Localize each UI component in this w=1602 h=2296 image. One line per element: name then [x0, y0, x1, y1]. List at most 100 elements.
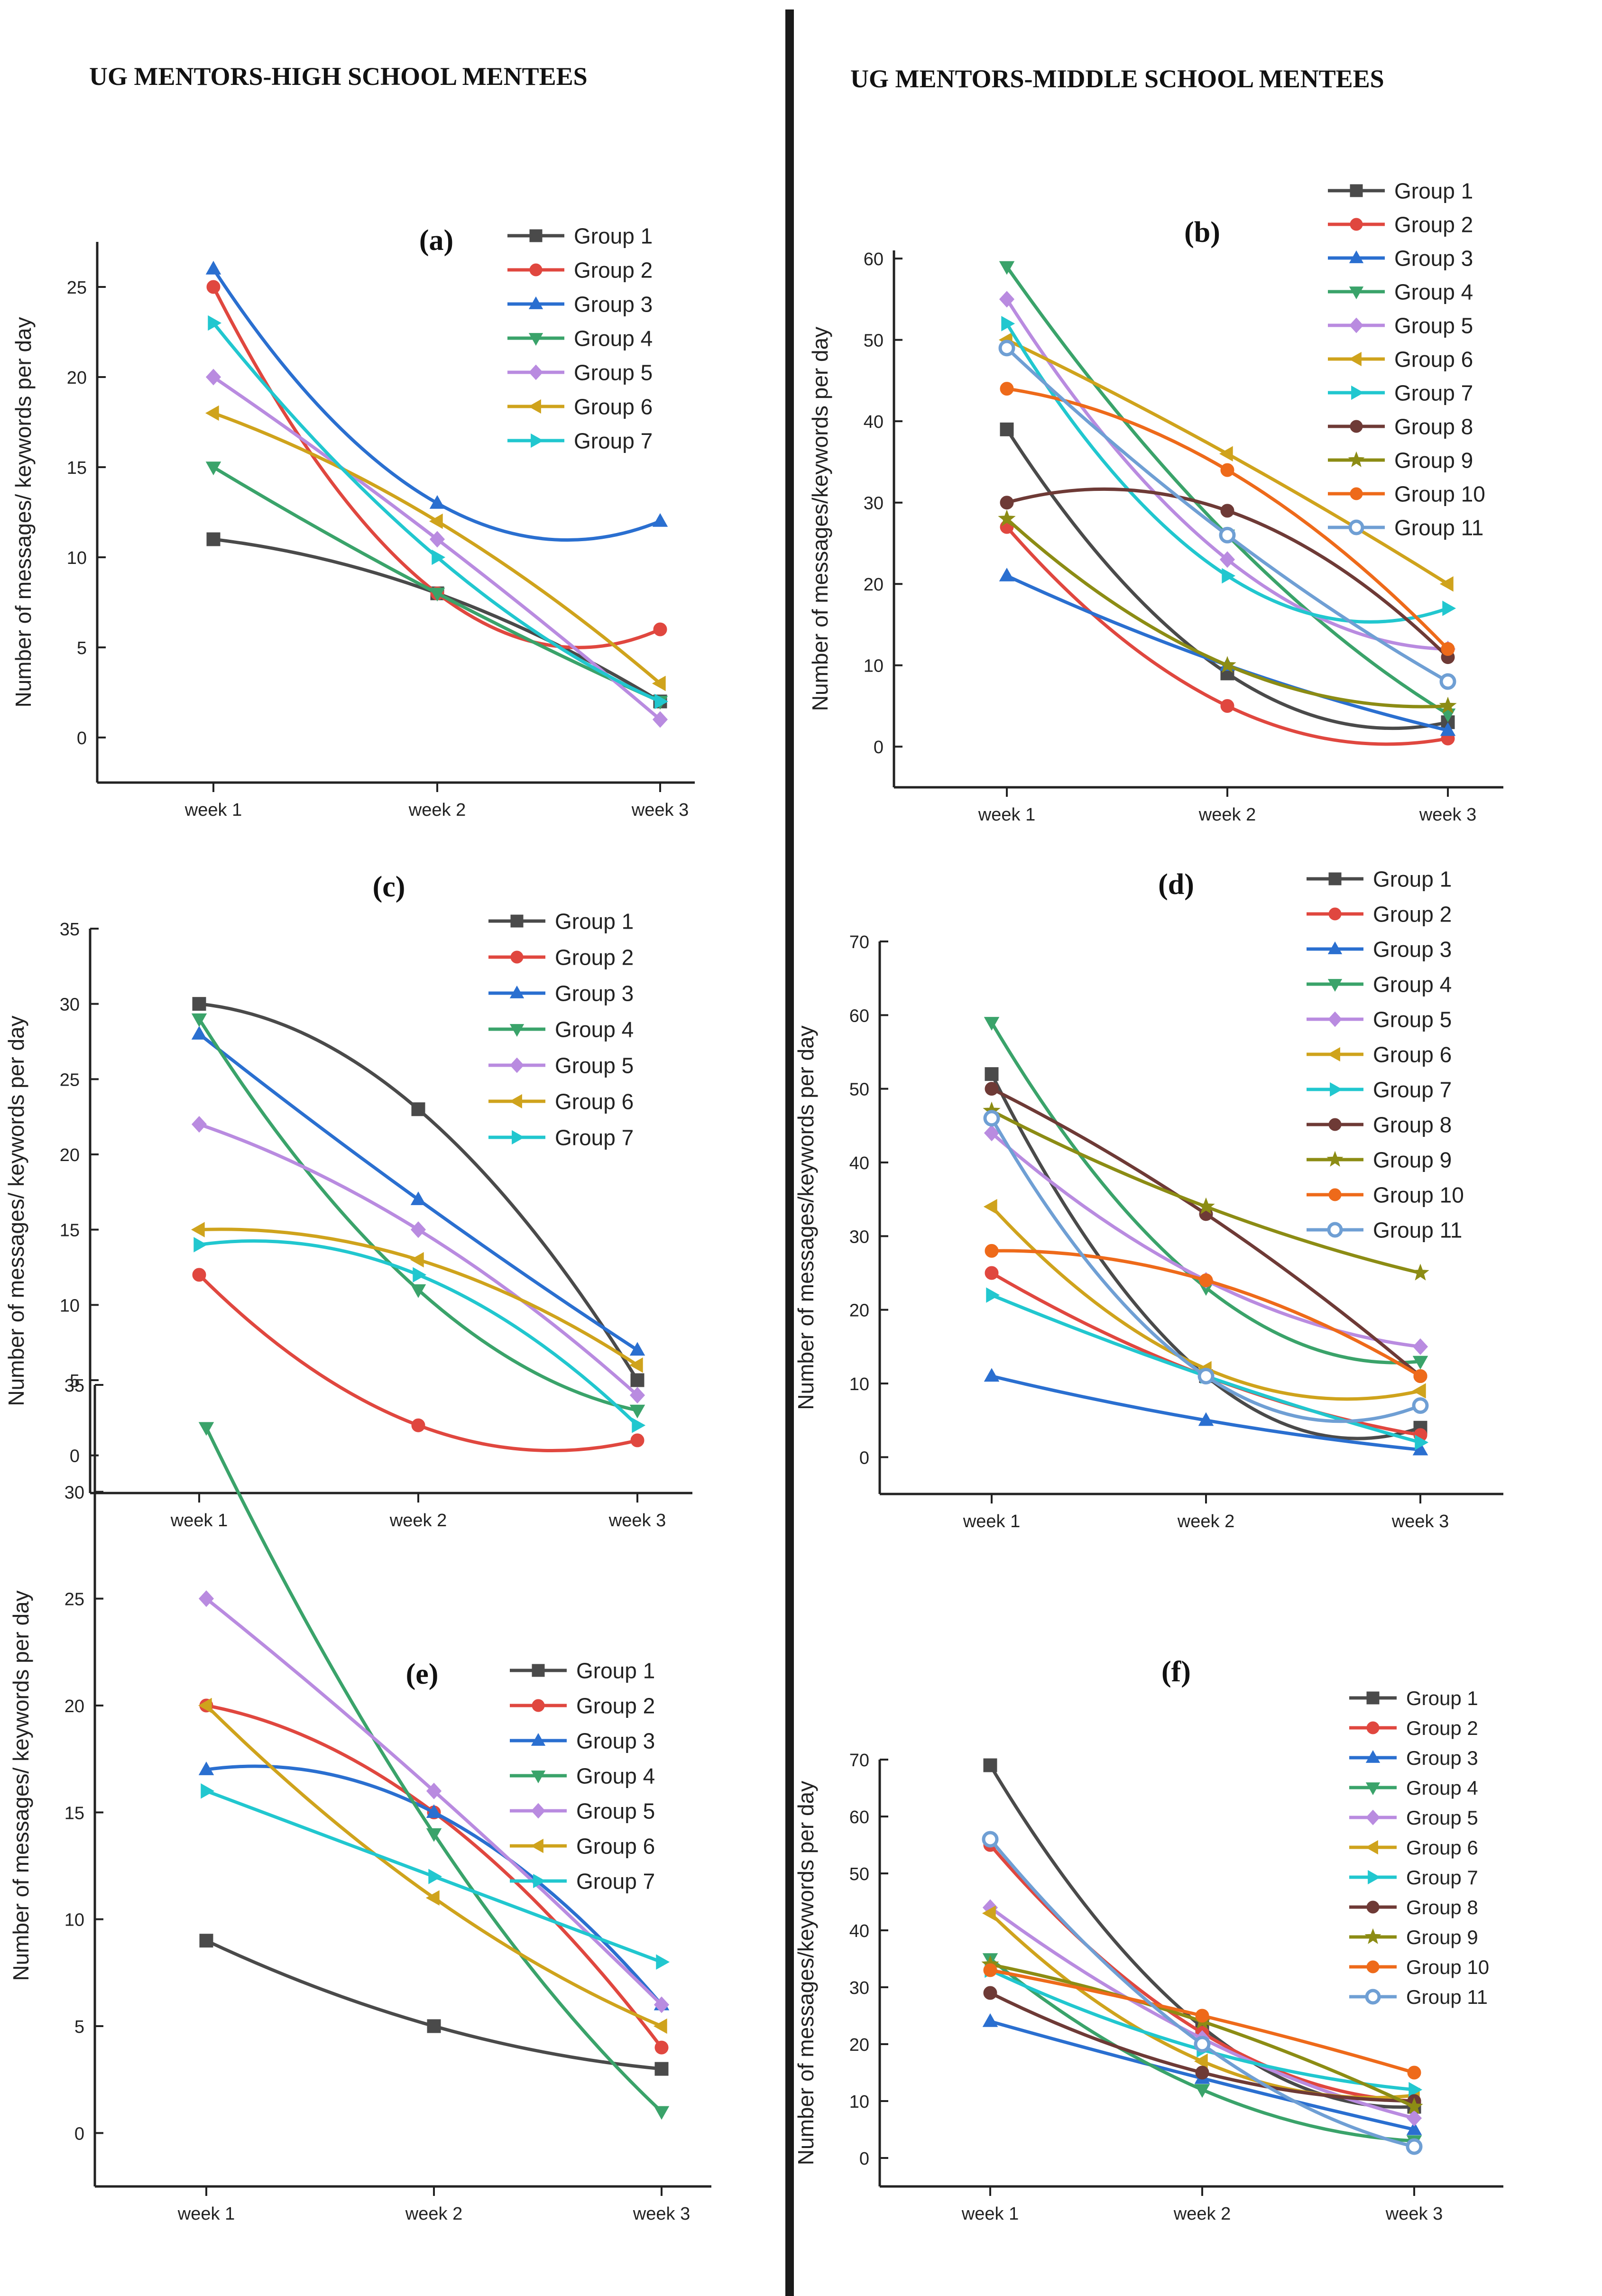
- data-point: [652, 513, 668, 527]
- y-tick-label: 0: [859, 2149, 869, 2169]
- legend-label: Group 1: [1406, 1687, 1478, 1709]
- legend-label: Group 3: [574, 292, 653, 317]
- series-group-11: [982, 1831, 1423, 2155]
- legend-item: Group 6: [1328, 347, 1473, 372]
- legend-marker: [531, 1803, 545, 1819]
- x-tick-label: week 1: [963, 1512, 1020, 1531]
- data-point: [192, 1268, 206, 1282]
- series-group-6: [191, 1222, 643, 1373]
- y-tick-label: 10: [864, 656, 884, 676]
- legend-marker: [1349, 250, 1364, 263]
- legend-marker: [1366, 1721, 1380, 1734]
- legend-marker: [532, 1699, 545, 1712]
- data-point: [982, 1905, 996, 1921]
- data-point: [410, 1191, 426, 1205]
- data-point: [1195, 2009, 1209, 2023]
- data-point: [985, 1266, 999, 1280]
- data-point: [632, 1417, 646, 1433]
- legend-item: Group 10: [1307, 1183, 1464, 1208]
- y-tick-label: 50: [849, 1864, 869, 1884]
- legend-label: Group 9: [1406, 1926, 1478, 1948]
- data-point: [998, 509, 1016, 526]
- legend-label: Group 1: [574, 224, 653, 249]
- x-tick-label: week 2: [1198, 805, 1256, 825]
- legend-label: Group 2: [1373, 902, 1452, 927]
- axes: 0 5 10 15 20 25 30 35 week 1 week 2 week 3 Number o…: [4, 920, 692, 1531]
- legend-item: Group 6: [1349, 1836, 1478, 1859]
- y-tick-label: 30: [60, 995, 80, 1015]
- data-point: [411, 1102, 425, 1116]
- plot-area: [205, 260, 669, 728]
- legend-marker: [1365, 1750, 1381, 1763]
- legend-item: Group 2: [1328, 212, 1473, 237]
- data-point: [629, 1342, 645, 1356]
- legend-item: Group 11: [1307, 1218, 1462, 1243]
- legend-item: Group 2: [1307, 902, 1452, 927]
- legend-marker: [1351, 385, 1364, 400]
- data-point: [652, 675, 666, 692]
- series-group-2: [192, 1268, 644, 1452]
- series-group-7: [1001, 316, 1456, 624]
- data-point: [1220, 699, 1234, 713]
- legend-marker: [509, 986, 525, 998]
- data-point: [984, 1017, 1000, 1031]
- y-axis-label: Number of messages/keywords per day: [808, 327, 832, 711]
- series-group-5: [205, 369, 668, 728]
- data-point: [983, 1199, 997, 1215]
- data-point: [999, 567, 1015, 581]
- legend-label: Group 5: [555, 1053, 634, 1078]
- y-tick-label: 25: [67, 278, 87, 298]
- plot-area: [198, 1422, 670, 2120]
- series-group-4: [198, 1422, 670, 2120]
- y-tick-label: 35: [60, 920, 80, 940]
- legend-item: Group 3: [1328, 246, 1473, 271]
- legend-label: Group 4: [1394, 280, 1473, 304]
- y-tick-label: 60: [849, 1807, 869, 1827]
- y-axis-label: Number of messages/keywords per day: [793, 1781, 818, 2165]
- legend-marker: [529, 364, 543, 380]
- series-group-1: [199, 1934, 669, 2076]
- legend-item: Group 5: [507, 360, 653, 385]
- legend-label: Group 2: [555, 945, 634, 970]
- legend-label: Group 3: [555, 981, 634, 1006]
- legend-item: Group 7: [1328, 381, 1473, 406]
- legend-label: Group 6: [1406, 1836, 1478, 1859]
- data-point: [983, 1986, 997, 2000]
- legend-label: Group 10: [1373, 1183, 1464, 1208]
- legend: Group 1 Group 2 Group 3 Group 4 Group 5 Group…: [507, 224, 653, 453]
- data-point: [1406, 2110, 1422, 2127]
- legend-marker: [1327, 1222, 1343, 1238]
- data-point: [984, 1368, 1000, 1382]
- legend-label: Group 5: [574, 360, 653, 385]
- data-point: [198, 1422, 214, 1436]
- legend-label: Group 6: [555, 1089, 634, 1114]
- legend-label: Group 7: [1406, 1866, 1478, 1889]
- data-point: [1413, 1369, 1427, 1383]
- data-point: [199, 1934, 213, 1948]
- series-group-9: [998, 509, 1457, 714]
- legend: Group 1 Group 2 Group 3 Group 4 Group 5 Group…: [1328, 179, 1485, 540]
- data-point: [1406, 2121, 1422, 2135]
- data-point: [982, 1831, 999, 1848]
- legend-item: Group 2: [510, 1694, 655, 1718]
- y-tick-label: 0: [77, 728, 87, 748]
- axes: 0 5 10 15 20 25 30 35 week 1 week 2 week 3 Number o…: [9, 1376, 711, 2224]
- y-tick-label: 35: [64, 1376, 84, 1396]
- data-point: [654, 2040, 669, 2055]
- data-point: [425, 1890, 440, 1906]
- x-tick-label: week 3: [633, 2204, 690, 2224]
- plot-area: [983, 1017, 1429, 1456]
- y-tick-label: 15: [67, 458, 87, 478]
- data-point: [192, 997, 206, 1011]
- legend-label: Group 3: [576, 1729, 655, 1753]
- y-tick-label: 40: [849, 1153, 869, 1173]
- data-point: [1197, 1197, 1215, 1215]
- legend-marker: [1365, 1989, 1381, 2005]
- legend-item: Group 6: [507, 395, 653, 419]
- column-divider: [785, 9, 794, 2296]
- data-point: [1220, 504, 1234, 518]
- legend-label: Group 8: [1406, 1896, 1478, 1918]
- legend-item: Group 9: [1349, 1926, 1478, 1948]
